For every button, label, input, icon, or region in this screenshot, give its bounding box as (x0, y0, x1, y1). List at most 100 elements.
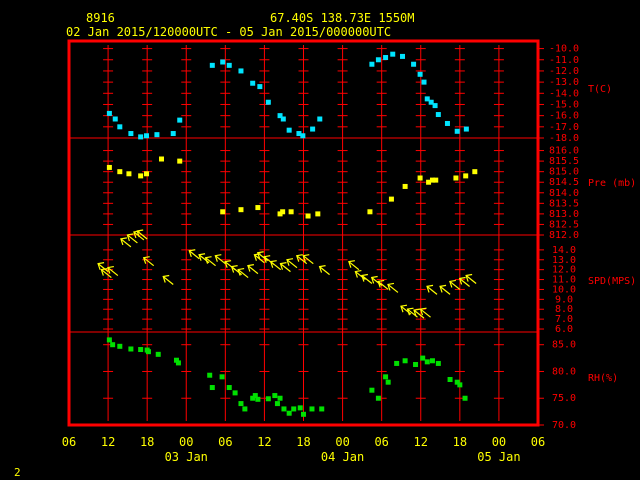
temperature-point (277, 113, 283, 119)
temperature-point (209, 62, 215, 68)
temperature-point (296, 131, 302, 137)
y-tick-label: -11.0 (549, 55, 579, 66)
humidity-point (110, 342, 116, 348)
wind-arrow-head (120, 237, 127, 246)
wind-arrow-head (439, 284, 447, 293)
pressure-point (463, 173, 469, 179)
wind-arrow (256, 251, 269, 262)
plot-frame (67, 39, 540, 427)
wind-arrow-head (126, 233, 134, 242)
humidity-point (250, 395, 256, 401)
wind-arrow-head (214, 254, 222, 262)
wind-arrow-head (387, 282, 395, 291)
humidity-point (138, 347, 144, 353)
humidity-point (286, 410, 292, 416)
humidity-point (429, 358, 435, 364)
humidity-point (385, 379, 391, 385)
humidity-point (265, 396, 271, 402)
wind-arrow-head (413, 308, 421, 317)
wind-arrow-shaft (120, 238, 132, 248)
wind-arrow (348, 260, 360, 271)
wind-arrow (361, 273, 373, 284)
temperature-point (238, 68, 244, 74)
humidity-point (173, 357, 179, 363)
wind-arrow-shaft (319, 266, 330, 276)
temperature-point (286, 127, 292, 133)
pressure-point (138, 173, 144, 179)
humidity-point (383, 374, 389, 380)
x-tick-label: 06 (62, 435, 76, 449)
wind-arrow (426, 284, 438, 295)
temperature-point (144, 133, 150, 139)
humidity-point (424, 359, 430, 365)
data-layer (97, 51, 478, 417)
pressure-point (144, 171, 150, 177)
pressure-point (472, 169, 478, 175)
wind-arrow-head (419, 307, 427, 316)
wind-arrow (107, 266, 119, 277)
pressure-point (280, 209, 286, 215)
temperature-point (265, 99, 271, 105)
humidity-point (128, 346, 134, 352)
temperature-point (280, 116, 286, 122)
wind-arrow (354, 269, 366, 281)
humidity-point (255, 396, 261, 402)
wind-arrow (370, 275, 383, 286)
y-tick-label: 813.0 (549, 209, 579, 220)
wind-arrow (247, 264, 259, 275)
wind-arrow-shaft (214, 255, 226, 265)
temperature-point (310, 126, 316, 132)
temperature-point (154, 132, 160, 138)
wind-arrow-head (370, 275, 378, 284)
humidity-point (319, 406, 325, 412)
wind-arrow-head (136, 229, 144, 238)
x-tick-label: 06 (218, 435, 232, 449)
y-tick-label: 9.0 (555, 294, 573, 305)
wind-arrow (237, 267, 249, 279)
wind-arrow-head (107, 266, 114, 274)
wind-arrow (413, 308, 425, 319)
wind-arrow-head (162, 274, 170, 283)
wind-arrow-head (318, 265, 326, 273)
wind-arrow-head (354, 269, 362, 278)
x-tick-label: 12 (257, 435, 271, 449)
temperature-point (444, 120, 450, 126)
temperature-point (417, 71, 423, 77)
humidity-point (252, 393, 258, 399)
humidity-point (277, 395, 283, 401)
wind-arrow (286, 258, 298, 269)
pressure-point (126, 171, 132, 177)
pressure-point (429, 177, 435, 183)
y-tick-label: 75.0 (552, 393, 576, 404)
y-tick-label: 814.5 (549, 177, 579, 188)
y-tick-label: 85.0 (552, 340, 576, 351)
humidity-point (209, 385, 215, 391)
temperature-point (170, 131, 176, 137)
humidity-point (155, 351, 161, 357)
pressure-point (453, 175, 459, 181)
wind-arrow (295, 254, 308, 265)
pressure-point (315, 211, 321, 217)
pressure-point (158, 156, 164, 162)
temperature-point (250, 80, 256, 86)
panel-ylabel: RH(%) (588, 373, 618, 384)
wind-arrow-head (100, 267, 108, 276)
panel-ylabel: T(C) (588, 84, 612, 95)
temperature-point (463, 126, 469, 132)
wind-arrow-shaft (465, 275, 477, 284)
temperature-point (400, 53, 406, 59)
humidity-point (291, 406, 297, 412)
wind-arrow-head (426, 284, 434, 293)
humidity-point (435, 360, 441, 366)
temperature-point (317, 116, 323, 122)
x-tick-label: 18 (296, 435, 310, 449)
y-tick-label: -12.0 (549, 66, 579, 77)
temperature-point (383, 55, 389, 61)
y-tick-label: -15.0 (549, 99, 579, 110)
y-tick-label: 80.0 (552, 366, 576, 377)
wind-arrow-shaft (247, 265, 259, 275)
temperature-point (138, 134, 144, 140)
humidity-point (301, 411, 306, 417)
